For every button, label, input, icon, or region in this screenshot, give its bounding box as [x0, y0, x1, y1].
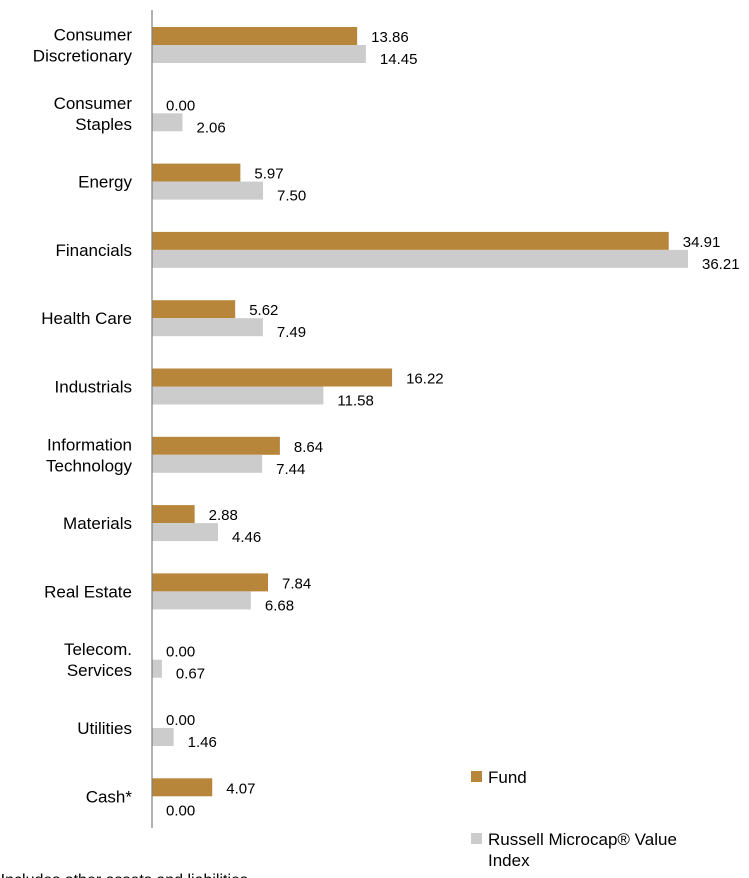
value-label-index-energy: 7.50	[277, 188, 306, 205]
category-label-industrials: Industrials	[55, 378, 132, 397]
bar-fund-consumer-discretionary	[152, 27, 358, 45]
footnote: * Includes other assets and liabilities.	[0, 872, 252, 878]
bar-index-industrials	[152, 386, 324, 405]
category-label-consumer-staples: Consumer Staples	[54, 94, 133, 134]
bar-fund-information-technology	[152, 436, 280, 455]
bar-index-financials	[152, 249, 688, 268]
category-label-cash: Cash*	[86, 787, 133, 806]
value-label-index-telecom-services: 0.67	[176, 666, 205, 683]
category-label-energy: Energy	[78, 173, 132, 192]
bar-index-health-care	[152, 318, 263, 337]
value-label-index-utilities: 1.46	[188, 734, 217, 751]
category-label-health-care: Health Care	[41, 309, 132, 328]
value-label-index-information-technology: 7.44	[276, 461, 305, 478]
value-label-fund-cash: 4.07	[226, 780, 255, 797]
bar-index-consumer-staples	[152, 113, 183, 132]
bar-fund-materials	[152, 505, 195, 524]
bar-fund-cash	[152, 778, 213, 797]
value-labels-group: 13.8614.450.002.065.977.5034.9136.215.62…	[166, 29, 740, 819]
bar-fund-financials	[152, 231, 669, 250]
value-label-index-cash: 0.00	[166, 802, 195, 819]
value-label-index-real-estate: 6.68	[265, 597, 294, 614]
bar-index-materials	[152, 523, 219, 542]
bar-index-information-technology	[152, 454, 263, 473]
category-label-utilities: Utilities	[77, 719, 132, 738]
legend-label-index: Russell Microcap® Value Index	[488, 830, 677, 870]
category-label-materials: Materials	[63, 514, 132, 533]
legend: Fund Russell Microcap® Value Index	[471, 768, 677, 870]
category-label-financials: Financials	[55, 241, 132, 260]
value-label-fund-utilities: 0.00	[166, 712, 195, 729]
bar-index-energy	[152, 181, 264, 200]
category-labels-group: Consumer Discretionary Consumer Staples Ener…	[33, 26, 133, 807]
value-label-index-consumer-discretionary: 14.45	[380, 51, 418, 68]
value-label-index-consumer-staples: 2.06	[196, 119, 225, 136]
category-label-information-technology: Information Technology	[46, 435, 133, 475]
legend-swatch-index	[471, 833, 482, 844]
legend-swatch-fund	[471, 771, 482, 782]
bar-index-consumer-discretionary	[152, 45, 366, 63]
bar-fund-industrials	[152, 368, 393, 387]
value-label-fund-information-technology: 8.64	[294, 439, 323, 456]
value-label-index-materials: 4.46	[232, 529, 261, 546]
value-label-fund-financials: 34.91	[683, 234, 721, 251]
value-label-fund-consumer-discretionary: 13.86	[371, 29, 409, 46]
bar-index-telecom-services	[152, 659, 162, 678]
value-label-fund-health-care: 5.62	[249, 302, 278, 319]
bar-fund-health-care	[152, 300, 236, 319]
category-label-consumer-discretionary: Consumer Discretionary	[33, 26, 133, 66]
value-label-index-industrials: 11.58	[337, 393, 373, 410]
bar-index-real-estate	[152, 591, 251, 610]
bar-fund-energy	[152, 163, 241, 182]
value-label-index-financials: 36.21	[702, 256, 740, 273]
category-label-telecom-services: Telecom. Services	[64, 640, 132, 680]
bars-group	[152, 27, 688, 797]
value-label-fund-energy: 5.97	[254, 166, 283, 183]
bar-index-utilities	[152, 728, 174, 746]
value-label-fund-real-estate: 7.84	[282, 575, 311, 592]
bar-fund-real-estate	[152, 573, 269, 592]
legend-label-fund: Fund	[488, 768, 527, 787]
value-label-fund-industrials: 16.22	[406, 371, 444, 388]
value-label-fund-consumer-staples: 0.00	[166, 97, 195, 114]
value-label-index-health-care: 7.49	[277, 324, 306, 341]
value-label-fund-materials: 2.88	[209, 507, 238, 524]
value-label-fund-telecom-services: 0.00	[166, 644, 195, 661]
category-label-real-estate: Real Estate	[44, 582, 132, 601]
